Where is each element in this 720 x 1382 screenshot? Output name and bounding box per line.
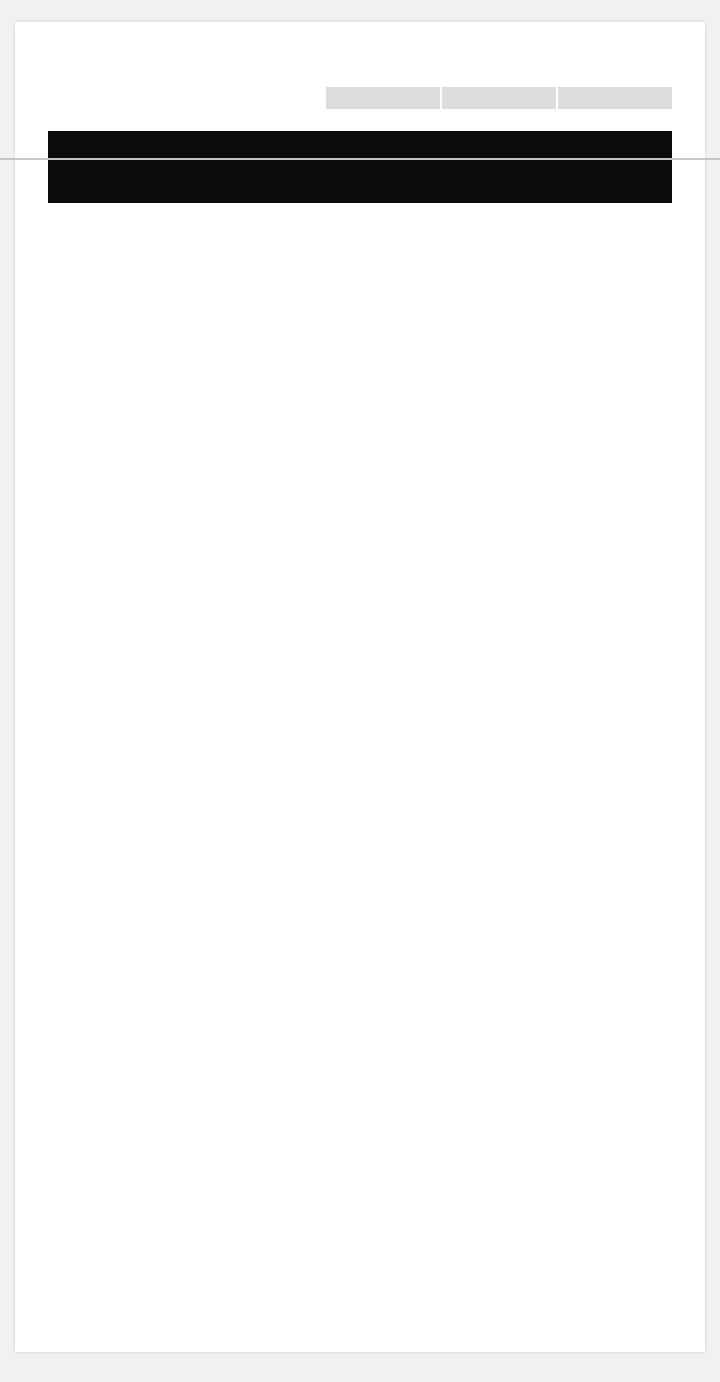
- footer-bar: [48, 131, 672, 203]
- statement-content: [15, 87, 705, 109]
- year-column-header: [326, 87, 440, 109]
- statement-page: [15, 22, 705, 1352]
- year-column-header: [442, 87, 556, 109]
- page-divider: [0, 158, 720, 160]
- document-header: [15, 22, 705, 58]
- title-row: [55, 55, 672, 58]
- year-column-header: [558, 87, 672, 109]
- year-header-spacer: [55, 87, 324, 109]
- year-header-row: [55, 87, 672, 109]
